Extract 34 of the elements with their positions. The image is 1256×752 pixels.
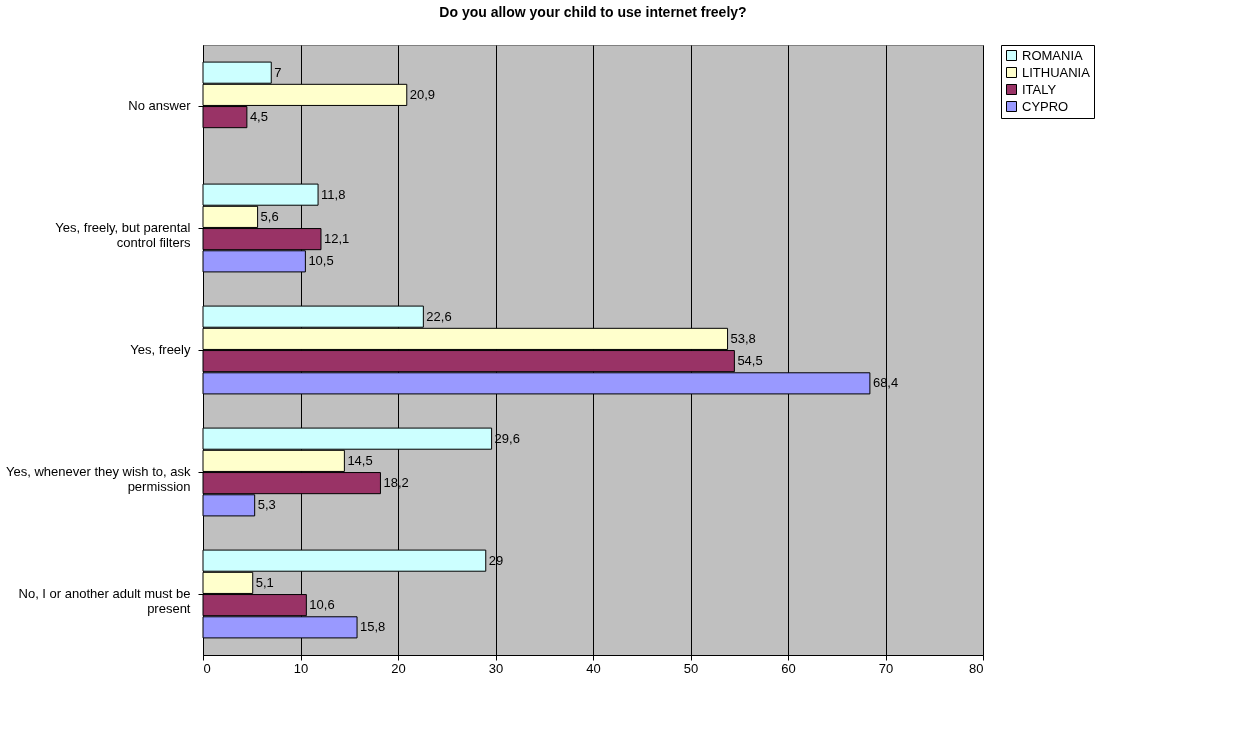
data-label: 20,9: [409, 86, 436, 102]
y-tick-label: Yes, freely: [130, 342, 191, 357]
legend-label: LITHUANIA: [1022, 64, 1091, 80]
data-label: 15,8: [360, 619, 386, 635]
data-label: 7: [274, 64, 282, 80]
data-label: 53,8: [730, 330, 756, 346]
data-label: 11,8: [321, 186, 346, 202]
y-tick-label: Yes, freely, but parental control filters: [55, 220, 191, 250]
x-tick-label: 20: [391, 660, 406, 676]
chart-title: Do you allow your child to use internet freely?: [439, 3, 747, 20]
legend-label: CYPRO: [1022, 98, 1069, 114]
data-label: 14,5: [347, 452, 373, 468]
x-tick-label: 30: [488, 660, 504, 676]
y-tick-label: Yes, whenever they wish to, ask permission: [5, 464, 191, 494]
x-tick-label: 80: [969, 660, 984, 676]
data-label: 10,6: [309, 597, 335, 613]
legend-label: ROMANIA: [1022, 47, 1083, 63]
legend-label: ITALY: [1022, 81, 1057, 97]
data-label: 4,5: [249, 109, 268, 125]
x-tick-label: 50: [683, 660, 699, 676]
x-tick-label: 60: [781, 660, 796, 676]
data-label: 10,5: [308, 253, 334, 269]
data-label: 5,3: [257, 497, 276, 513]
x-tick-label: 0: [203, 660, 211, 676]
y-tick-label: No, I or another adult must be present: [18, 586, 191, 616]
data-label: 5,6: [260, 208, 279, 224]
data-label: 12,1: [323, 231, 350, 247]
data-label: 22,6: [426, 308, 452, 324]
data-label: 5,1: [255, 574, 274, 590]
y-tick-label: No answer: [128, 98, 192, 113]
x-tick-label: 40: [586, 660, 601, 676]
x-tick-label: 70: [878, 660, 894, 676]
data-label: 54,5: [737, 353, 763, 369]
x-tick-label: 10: [293, 660, 309, 676]
